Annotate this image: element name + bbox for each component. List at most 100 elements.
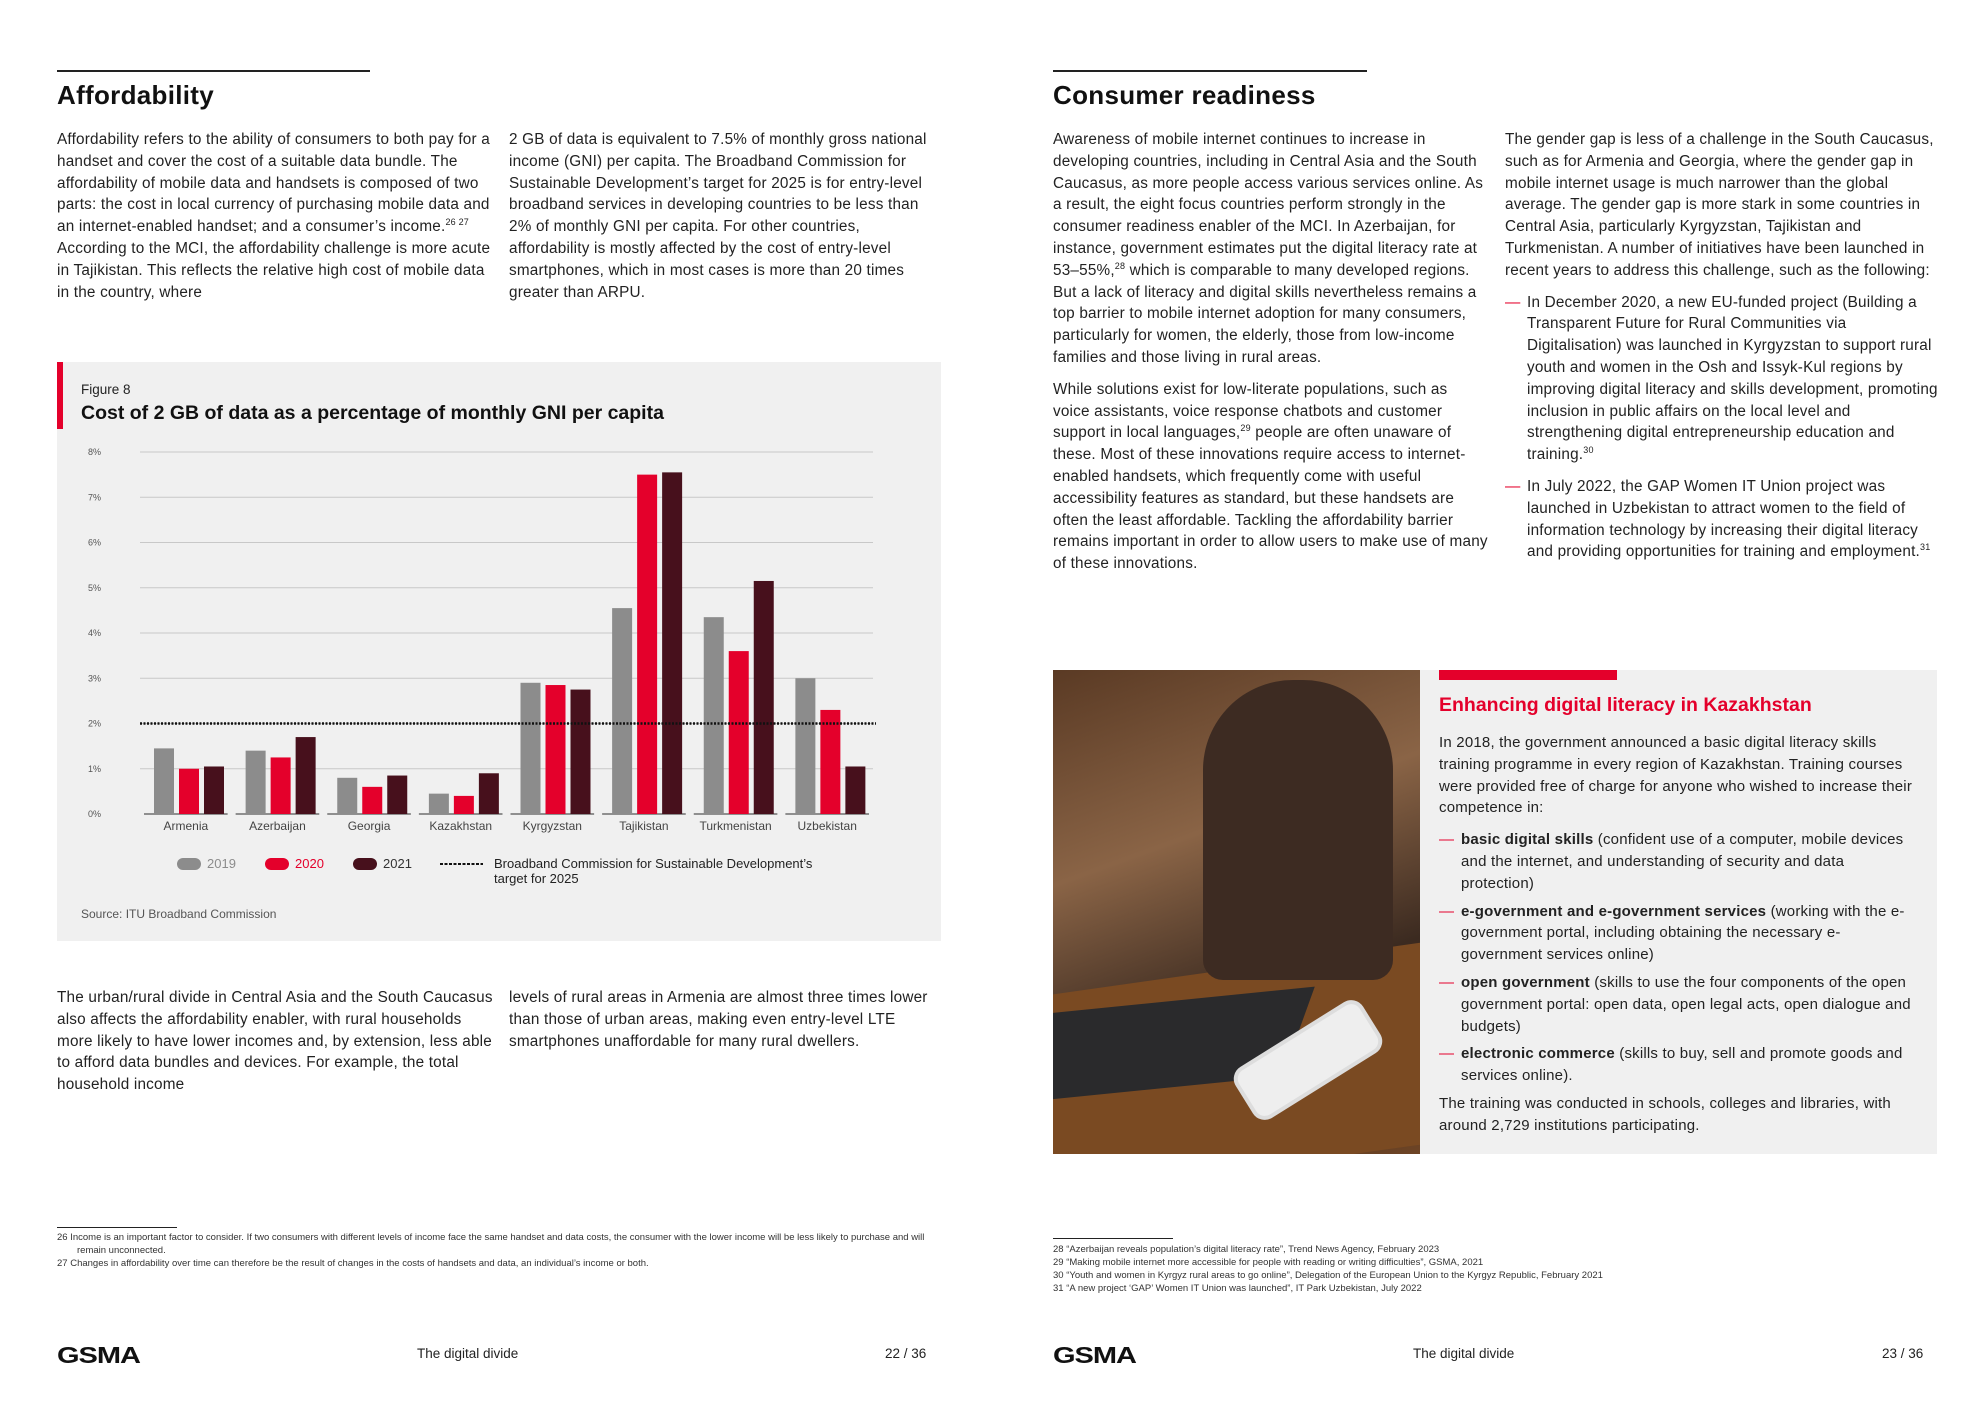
box-intro: In 2018, the government announced a basi… — [1439, 734, 1913, 817]
case-study-box: Enhancing digital literacy in Kazakhstan… — [1420, 670, 1937, 1154]
box-accent-bar — [1439, 670, 1617, 680]
bar-2020-uzbekistan — [820, 709, 841, 814]
x-tick-label: Tajikistan — [619, 819, 668, 833]
legend-swatch-2021 — [353, 858, 377, 870]
x-tick-label: Georgia — [348, 819, 391, 833]
footnote-ref: 29 — [1240, 423, 1251, 434]
text-run: While solutions exist for low-literate p… — [1053, 380, 1448, 442]
bar-2019-azerbaijan — [245, 750, 266, 814]
x-tick-label: Turkmenistan — [699, 819, 771, 833]
body-column: levels of rural areas in Armenia are alm… — [509, 987, 929, 1062]
y-tick-label: 7% — [88, 492, 101, 502]
footnote: 29 “Making mobile internet more accessib… — [1053, 1257, 1484, 1268]
heading-rule — [1053, 70, 1367, 72]
x-tick-label: Azerbaijan — [249, 819, 306, 833]
legend-label: 2021 — [383, 856, 412, 871]
y-tick-label: 1% — [88, 764, 101, 774]
bullet-term: e-government and e-government services — [1461, 902, 1767, 920]
paragraph: Affordability refers to the ability of c… — [57, 129, 497, 303]
bar-2019-kazakhstan — [428, 793, 449, 814]
section-heading-consumer-readiness: Consumer readiness — [1053, 80, 1316, 110]
bullet-term: electronic commerce — [1461, 1045, 1615, 1063]
bullet-text: (skills to use the four components of th… — [1461, 973, 1911, 1035]
box-body: In 2018, the government announced a basi… — [1439, 732, 1919, 1147]
legend-reference-label: Broadband Commission for Sustainable Dev… — [494, 856, 813, 871]
bar-2020-turkmenistan — [728, 651, 749, 814]
bar-2021-kazakhstan — [478, 773, 499, 814]
bullet-item: electronic commerce (skills to buy, sell… — [1439, 1043, 1919, 1087]
bar-2019-kyrgyzstan — [520, 682, 541, 814]
y-tick-label: 5% — [88, 583, 101, 593]
bar-2020-kyrgyzstan — [545, 685, 566, 814]
bar-2020-kazakhstan — [453, 795, 474, 814]
text-run: 2 GB of data is equivalent to 7.5% of mo… — [509, 131, 927, 301]
x-tick-label: Uzbekistan — [798, 819, 857, 833]
footer-title: The digital divide — [1413, 1346, 1515, 1361]
paragraph: The urban/rural divide in Central Asia a… — [57, 987, 497, 1096]
section-heading-affordability: Affordability — [57, 80, 215, 110]
bar-chart: 0% 1% 2% 3% 4% 5% 6% 7% 8% Armenia Azerbaijan Georg… — [88, 447, 876, 886]
bullet-text: (confident use of a computer, mobile dev… — [1461, 831, 1904, 892]
paragraph: 2 GB of data is equivalent to 7.5% of mo… — [509, 129, 929, 303]
body-column: The gender gap is less of a challenge in… — [1505, 129, 1945, 573]
bullet-text: (skills to buy, sell and promote goods a… — [1461, 1045, 1903, 1085]
box-outro: The training was conducted in schools, c… — [1439, 1094, 1891, 1134]
photo-woman-using-laptop — [1053, 670, 1420, 1154]
text-run: Affordability refers to the ability of c… — [57, 131, 490, 236]
bar-2021-azerbaijan — [295, 737, 316, 814]
text-run: In July 2022, the GAP Women IT Union pro… — [1527, 477, 1921, 561]
text-run: Awareness of mobile internet continues t… — [1053, 131, 1484, 279]
footnote: 30 “Youth and women in Kyrgyz rural area… — [1053, 1270, 1603, 1281]
bar-2021-georgia — [387, 775, 408, 814]
y-tick-label: 4% — [88, 628, 101, 638]
footnote-ref: 30 — [1583, 445, 1594, 456]
footnote-rule — [1053, 1238, 1173, 1239]
footnotes: 26 Income is an important factor to cons… — [57, 1231, 937, 1270]
y-tick-label: 0% — [88, 809, 101, 819]
legend-label: 2019 — [207, 856, 236, 871]
y-tick-label: 8% — [88, 447, 101, 457]
legend-label: 2020 — [295, 856, 324, 871]
footnote: 26 Income is an important factor to cons… — [57, 1232, 925, 1256]
body-column: Affordability refers to the ability of c… — [57, 129, 497, 313]
page-number: 22 / 36 — [885, 1346, 927, 1361]
bullet-item: In December 2020, a new EU-funded projec… — [1505, 292, 1945, 466]
footnote: 28 “Azerbaijan reveals population’s digi… — [1053, 1244, 1440, 1255]
bar-2021-turkmenistan — [753, 580, 774, 814]
paragraph: The gender gap is less of a challenge in… — [1505, 129, 1945, 282]
text-run: According to the MCI, the affordability … — [57, 239, 491, 301]
heading-rule — [57, 70, 370, 72]
chart-title: Cost of 2 GB of data as a percentage of … — [81, 402, 664, 424]
text-run: The urban/rural divide in Central Asia a… — [57, 989, 493, 1094]
footnote-ref: 26 27 — [445, 217, 469, 228]
bar-2019-turkmenistan — [703, 617, 724, 814]
box-heading: Enhancing digital literacy in Kazakhstan — [1439, 694, 1812, 716]
footnote: 31 “A new project ‘GAP’ Women IT Union w… — [1053, 1283, 1422, 1294]
x-tick-label: Kazakhstan — [429, 819, 492, 833]
text-run: In December 2020, a new EU-funded projec… — [1527, 293, 1938, 464]
legend-swatch-2019 — [177, 858, 201, 870]
bar-2021-kyrgyzstan — [570, 689, 591, 814]
body-column: Awareness of mobile internet continues t… — [1053, 129, 1488, 585]
legend-reference-label: target for 2025 — [494, 871, 579, 886]
bullet-term: open government — [1461, 973, 1590, 991]
page-number: 23 / 36 — [1882, 1346, 1924, 1361]
footnote: 27 Changes in affordability over time ca… — [57, 1258, 649, 1269]
figure-accent-bar — [57, 362, 63, 429]
bar-2019-armenia — [154, 748, 174, 814]
text-run: which is comparable to many developed re… — [1053, 261, 1477, 366]
footnotes: 28 “Azerbaijan reveals population’s digi… — [1053, 1243, 1953, 1295]
body-column: The urban/rural divide in Central Asia a… — [57, 987, 497, 1106]
bullet-item: open government (skills to use the four … — [1439, 972, 1919, 1037]
footnote-ref: 28 — [1114, 260, 1126, 271]
bar-2021-tajikistan — [662, 472, 683, 814]
bar-2020-georgia — [362, 786, 383, 814]
bar-2019-uzbekistan — [795, 678, 816, 814]
paragraph: levels of rural areas in Armenia are alm… — [509, 987, 929, 1052]
figure-source: Source: ITU Broadband Commission — [81, 907, 277, 921]
text-run: people are often unaware of these. Most … — [1053, 424, 1488, 573]
legend-swatch-2020 — [265, 858, 289, 870]
bar-2021-uzbekistan — [845, 766, 866, 814]
figure-8: Figure 8 Cost of 2 GB of data as a perce… — [57, 362, 941, 941]
text-run: levels of rural areas in Armenia are alm… — [509, 989, 928, 1050]
